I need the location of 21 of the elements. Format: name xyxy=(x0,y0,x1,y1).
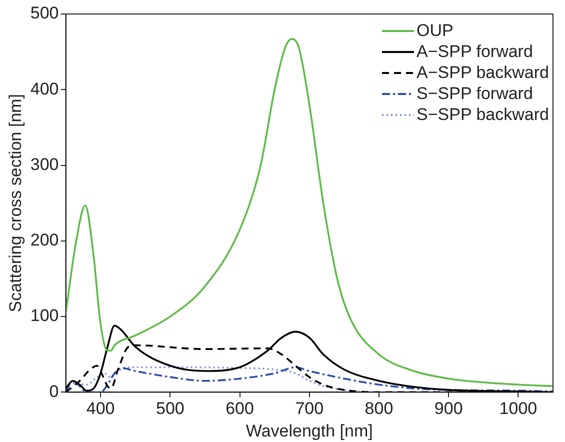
line-series xyxy=(66,38,553,388)
x-tick-label: 1000 xyxy=(499,399,538,418)
legend-label: A−SPP forward xyxy=(416,41,533,62)
legend-label: A−SPP backward xyxy=(416,62,549,83)
x-tick-label: 500 xyxy=(156,399,184,418)
y-tick-label: 400 xyxy=(30,79,59,98)
legend-label: S−SPP forward xyxy=(416,83,533,104)
x-tick-label: 600 xyxy=(226,399,254,418)
y-tick-label: 200 xyxy=(30,230,59,250)
x-axis-title: Wavelength [nm] xyxy=(246,421,373,440)
y-tick-label: 500 xyxy=(30,4,59,23)
y-tick-label: 100 xyxy=(30,306,59,326)
x-tick-label: 700 xyxy=(295,399,324,418)
legend-label: S−SPP backward xyxy=(416,104,549,125)
legend-label: OUP xyxy=(416,20,454,41)
x-tick-label: 900 xyxy=(434,399,463,418)
y-axis-title: Scattering cross section [nm] xyxy=(6,94,25,312)
y-tick-label: 0 xyxy=(49,382,59,401)
y-tick-label: 300 xyxy=(30,154,59,174)
x-tick-label: 800 xyxy=(364,399,394,418)
x-tick-label: 400 xyxy=(86,399,115,418)
